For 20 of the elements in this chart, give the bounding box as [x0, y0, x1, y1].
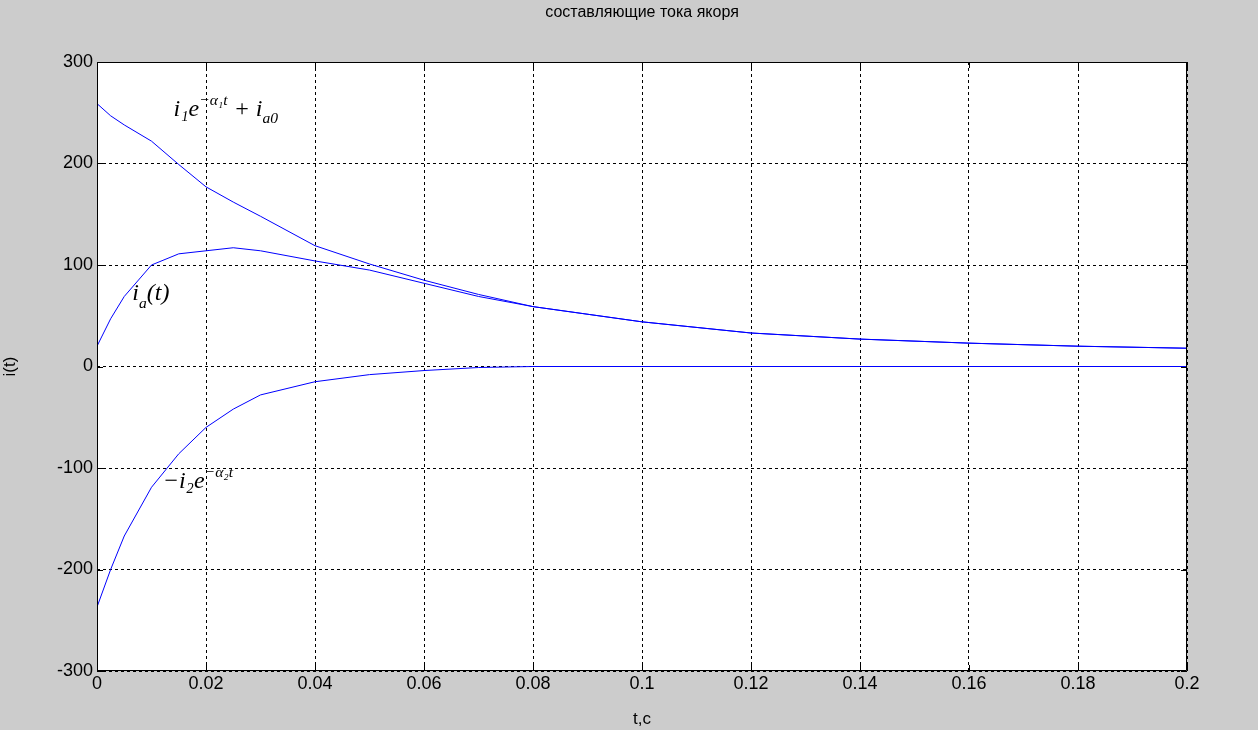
x-tick-label: 0.2	[1174, 672, 1200, 693]
x-axis-title: t,c	[633, 709, 652, 729]
x-tick-label: 0.18	[1060, 672, 1096, 693]
y-tick-label: 300	[62, 50, 93, 71]
y-tick-label: -100	[56, 456, 93, 477]
x-tick-label: 0.02	[188, 672, 224, 693]
y-tick-label: -200	[56, 558, 93, 579]
x-tick-label: 0.06	[406, 672, 442, 693]
x-tick-label: 0.1	[629, 672, 655, 693]
y-tick-label: 0	[82, 355, 93, 376]
y-tick-label: 100	[62, 253, 93, 274]
x-tick-label: 0.04	[297, 672, 333, 693]
x-tick-label: 0.14	[842, 672, 878, 693]
y-tick-label: 200	[62, 152, 93, 173]
x-tick-label: 0.12	[733, 672, 769, 693]
x-tick-label: 0.16	[951, 672, 987, 693]
x-tick-label: 0.08	[515, 672, 551, 693]
y-tick-label: -300	[56, 659, 93, 680]
chart-title: составляющие тока якоря	[545, 3, 739, 21]
y-axis-title: i(t)	[0, 356, 19, 377]
